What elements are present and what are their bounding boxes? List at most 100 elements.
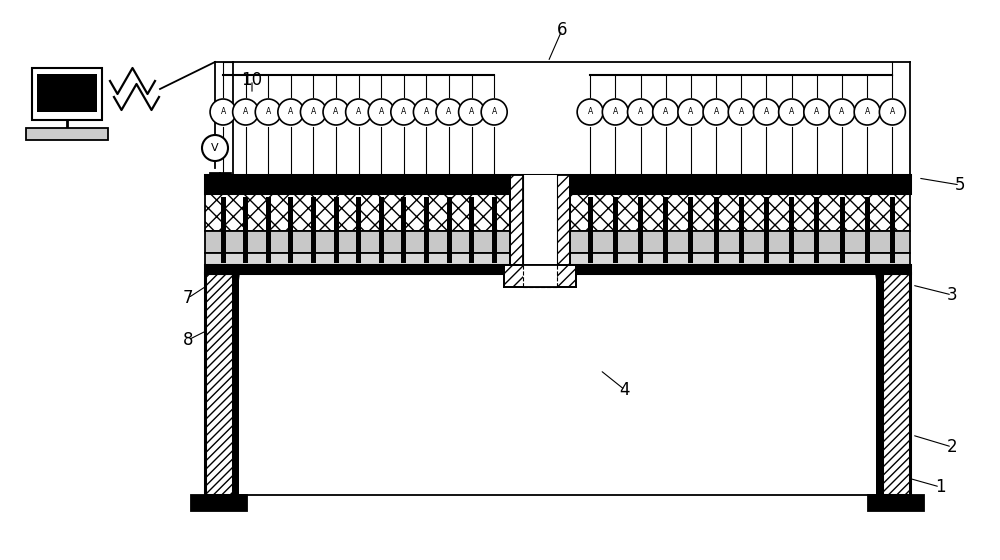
Bar	[570, 231, 910, 253]
Bar	[557, 193, 570, 265]
Bar	[504, 265, 576, 287]
Circle shape	[678, 99, 704, 125]
Text: A: A	[839, 108, 845, 116]
Circle shape	[368, 99, 394, 125]
Text: A: A	[492, 108, 497, 116]
Text: A: A	[356, 108, 361, 116]
Bar	[523, 265, 557, 287]
Circle shape	[481, 99, 507, 125]
Circle shape	[346, 99, 372, 125]
Text: 5: 5	[955, 176, 965, 194]
Bar	[868, 495, 924, 511]
Bar	[311, 197, 316, 263]
Circle shape	[753, 99, 779, 125]
Circle shape	[233, 99, 259, 125]
Text: A: A	[713, 108, 719, 116]
Bar	[32, 68, 102, 120]
Text: A: A	[424, 108, 429, 116]
Bar	[266, 197, 271, 263]
Bar	[205, 193, 510, 231]
Text: A: A	[739, 108, 744, 116]
Bar	[588, 197, 593, 263]
Circle shape	[413, 99, 439, 125]
Circle shape	[779, 99, 805, 125]
Bar	[492, 197, 497, 263]
Bar	[205, 265, 910, 273]
Bar	[221, 197, 226, 263]
Bar	[570, 253, 910, 265]
Bar	[714, 197, 719, 263]
Text: A: A	[379, 108, 384, 116]
Text: A: A	[865, 108, 870, 116]
Text: A: A	[789, 108, 794, 116]
Bar	[814, 197, 819, 263]
Text: A: A	[814, 108, 819, 116]
Bar	[469, 197, 474, 263]
Bar	[233, 273, 239, 495]
Bar	[876, 273, 882, 495]
Text: A: A	[401, 108, 406, 116]
Bar	[523, 175, 557, 265]
Text: A: A	[764, 108, 769, 116]
Bar	[840, 197, 844, 263]
Text: 10: 10	[241, 71, 263, 89]
Bar	[510, 193, 523, 265]
Circle shape	[278, 99, 304, 125]
Bar	[882, 273, 910, 495]
Bar	[663, 197, 668, 263]
Bar	[205, 175, 910, 193]
Text: A: A	[288, 108, 293, 116]
Bar	[688, 197, 693, 263]
Text: 3: 3	[947, 286, 957, 304]
Circle shape	[210, 99, 236, 125]
Bar	[739, 197, 744, 263]
Bar	[424, 197, 429, 263]
Bar	[890, 197, 895, 263]
Text: 7: 7	[183, 289, 193, 307]
Bar	[865, 197, 870, 263]
Text: 4: 4	[620, 381, 630, 399]
Text: A: A	[311, 108, 316, 116]
Bar	[510, 175, 523, 265]
Bar	[334, 197, 339, 263]
Bar	[638, 197, 643, 263]
Circle shape	[879, 99, 905, 125]
Bar	[191, 495, 247, 511]
Circle shape	[323, 99, 349, 125]
Text: A: A	[588, 108, 593, 116]
Bar	[26, 128, 108, 140]
Bar	[789, 197, 794, 263]
Circle shape	[728, 99, 754, 125]
Bar	[356, 197, 361, 263]
Bar	[379, 197, 384, 263]
Bar	[613, 197, 618, 263]
Circle shape	[300, 99, 326, 125]
Bar	[446, 197, 452, 263]
Text: A: A	[220, 108, 226, 116]
Circle shape	[628, 99, 654, 125]
Text: A: A	[663, 108, 668, 116]
Text: 1: 1	[935, 478, 945, 496]
Circle shape	[602, 99, 628, 125]
Bar	[243, 197, 248, 263]
Bar	[764, 197, 769, 263]
Circle shape	[829, 99, 855, 125]
Text: A: A	[446, 108, 452, 116]
Circle shape	[854, 99, 880, 125]
Bar	[288, 197, 293, 263]
Text: A: A	[469, 108, 474, 116]
Circle shape	[255, 99, 281, 125]
Text: A: A	[243, 108, 248, 116]
Circle shape	[459, 99, 485, 125]
Text: A: A	[333, 108, 339, 116]
Bar	[570, 193, 910, 231]
Circle shape	[653, 99, 679, 125]
Circle shape	[577, 99, 603, 125]
Bar	[557, 175, 570, 265]
Circle shape	[703, 99, 729, 125]
Text: A: A	[890, 108, 895, 116]
Text: 2: 2	[947, 438, 957, 456]
Circle shape	[804, 99, 830, 125]
Bar	[205, 231, 510, 253]
Circle shape	[391, 99, 417, 125]
